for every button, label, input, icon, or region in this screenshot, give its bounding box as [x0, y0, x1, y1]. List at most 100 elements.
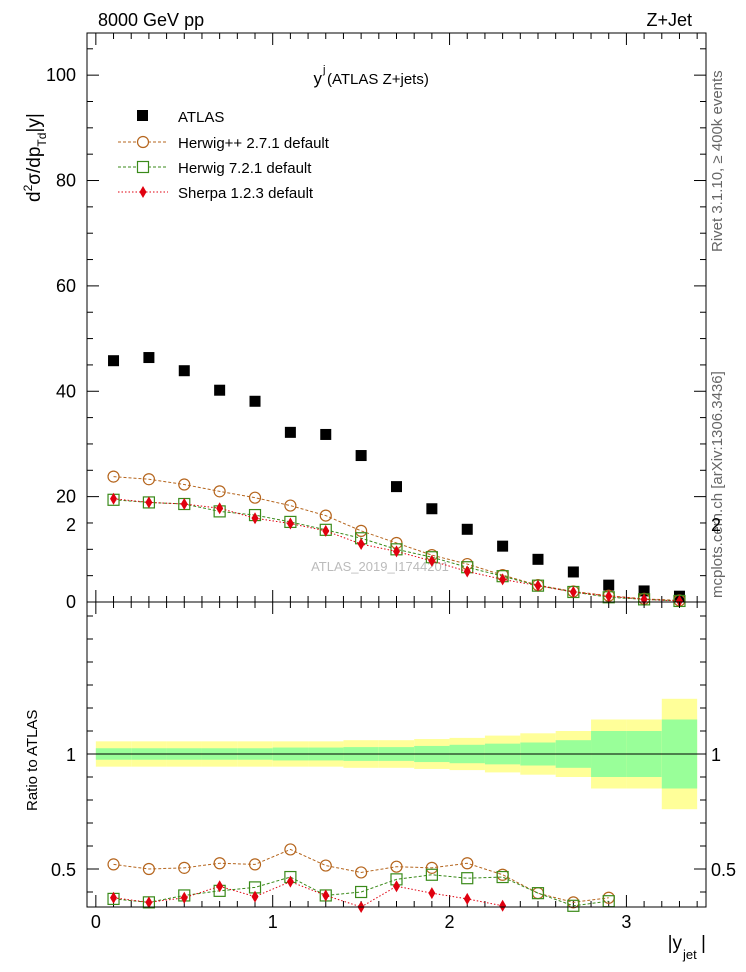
data-point-atlas — [426, 503, 438, 515]
series-sherpa — [110, 492, 683, 607]
ratio-point-herwigpp — [390, 860, 403, 873]
ratio-point-sherpa — [145, 896, 153, 909]
legend-entry-sherpa: Sherpa 1.2.3 default — [118, 185, 314, 202]
ratio-point-herwigpp — [284, 843, 297, 856]
ratio-point-sherpa — [286, 875, 294, 888]
ratio-point-sherpa — [322, 889, 330, 902]
data-point-herwigpp — [178, 478, 191, 491]
ratio-point-herwig7 — [531, 887, 545, 900]
legend-label-sherpa: Sherpa 1.2.3 default — [178, 185, 314, 202]
main-y-tick-label: 80 — [56, 171, 76, 191]
ratio-point-sherpa — [251, 890, 259, 903]
header-right: Z+Jet — [646, 10, 692, 30]
ratio-line-herwigpp — [113, 848, 609, 903]
main-y-tick-label: 0 — [66, 592, 76, 612]
ratio-y-tick-label: 2 — [66, 515, 76, 535]
ratio-point-herwig7 — [461, 872, 474, 885]
ratio-point-herwig7 — [425, 868, 438, 881]
data-point-herwigpp — [142, 473, 155, 486]
ratio-point-herwigpp — [319, 859, 332, 872]
legend-label-herwigpp: Herwig++ 2.7.1 default — [178, 135, 330, 152]
ratio-frame — [86, 601, 707, 908]
main-y-tick-label: 40 — [56, 381, 76, 401]
data-point-herwigpp — [248, 491, 262, 504]
x-tick-label: 0 — [91, 912, 101, 932]
legend-label-herwig7: Herwig 7.2.1 default — [178, 160, 312, 177]
data-point-atlas — [532, 553, 544, 565]
data-point-atlas — [178, 365, 190, 377]
data-point-sherpa — [534, 579, 542, 592]
x-axis-title: |y jet | — [668, 933, 706, 962]
data-point-atlas — [603, 579, 615, 591]
data-point-atlas — [461, 523, 473, 535]
svg-text:d2σ/dpTd|y|: d2σ/dpTd|y| — [21, 113, 49, 202]
legend-label-atlas: ATLAS — [178, 109, 224, 126]
ratio-point-herwigpp — [213, 857, 226, 870]
ratio-panel: 0.5 0.5 1 1 2 2 0 1 2 3 Ratio to ATLAS |y jet | — [24, 515, 736, 962]
ratio-line-herwig7 — [113, 874, 609, 907]
plot-title: y j (ATLAS Z+jets) — [314, 64, 429, 88]
ratio-y-tick-label-right: 0.5 — [711, 860, 736, 880]
data-point-sherpa — [110, 492, 118, 505]
svg-text:j: j — [322, 64, 325, 76]
svg-text:y: y — [314, 69, 323, 88]
data-point-atlas — [391, 481, 402, 493]
ratio-point-sherpa — [180, 891, 188, 904]
data-point-sherpa — [180, 498, 188, 511]
data-point-atlas — [638, 585, 650, 597]
main-panel: 0 20 40 60 80 100 ATLAS_2019_I1744201 y j (AT… — [21, 32, 707, 612]
ratio-y-tick-label-right: 2 — [711, 515, 721, 535]
ratio-point-herwig7 — [567, 899, 580, 912]
svg-text:jet: jet — [682, 947, 697, 962]
ratio-point-herwigpp — [248, 858, 262, 871]
data-point-herwigpp — [213, 485, 226, 498]
series-line-sherpa — [113, 498, 680, 602]
data-point-sherpa — [357, 538, 365, 551]
series-line-herwigpp — [113, 476, 680, 601]
x-tick-label: 3 — [621, 912, 631, 932]
y-axis-title: d2σ/dpTd|y| — [21, 113, 49, 202]
data-point-sherpa — [322, 524, 330, 537]
ratio-y-tick-label: 1 — [66, 745, 76, 765]
ratio-point-herwig7 — [496, 870, 509, 884]
ratio-point-herwigpp — [496, 868, 509, 881]
ratio-point-herwigpp — [355, 866, 368, 879]
ratio-point-sherpa — [393, 880, 400, 893]
ratio-point-herwigpp — [107, 858, 120, 871]
ratio-point-herwigpp — [142, 862, 155, 876]
data-point-herwigpp — [319, 509, 332, 522]
header-left: 8000 GeV pp — [98, 10, 204, 30]
ratio-y-tick-label-right: 1 — [711, 745, 721, 765]
data-point-sherpa — [251, 512, 259, 525]
ratio-point-herwig7 — [355, 885, 368, 899]
watermark: ATLAS_2019_I1744201 — [311, 559, 449, 574]
data-point-sherpa — [499, 573, 507, 586]
main-y-tick-label: 100 — [46, 65, 76, 85]
ratio-series-sherpa — [110, 875, 507, 913]
ratio-y-tick-label: 0.5 — [51, 860, 76, 880]
data-point-herwigpp — [107, 470, 120, 483]
data-point-atlas — [320, 428, 332, 440]
data-point-herwigpp — [355, 524, 368, 537]
data-point-atlas — [108, 355, 120, 367]
legend-marker-atlas — [137, 110, 148, 121]
svg-text:|: | — [701, 933, 706, 954]
legend-marker-sherpa — [139, 186, 147, 198]
svg-text:(ATLAS Z+jets): (ATLAS Z+jets) — [327, 71, 429, 88]
data-point-sherpa — [428, 554, 436, 567]
data-point-sherpa — [145, 496, 153, 509]
ratio-point-sherpa — [463, 892, 471, 905]
mcplots-label: mcplots.cern.ch [arXiv:1306.3436] — [709, 371, 726, 598]
data-point-sherpa — [569, 585, 577, 598]
ratio-point-sherpa — [110, 891, 118, 904]
ratio-point-herwigpp — [425, 861, 438, 874]
data-point-sherpa — [216, 502, 224, 515]
ratio-point-herwigpp — [531, 887, 545, 900]
data-point-atlas — [567, 566, 579, 578]
data-point-atlas — [249, 395, 261, 407]
rivet-label: Rivet 3.1.10, ≥ 400k events — [709, 70, 726, 252]
legend-marker-herwig7 — [136, 160, 150, 174]
main-y-tick-label: 60 — [56, 276, 76, 296]
data-point-atlas — [143, 352, 155, 364]
